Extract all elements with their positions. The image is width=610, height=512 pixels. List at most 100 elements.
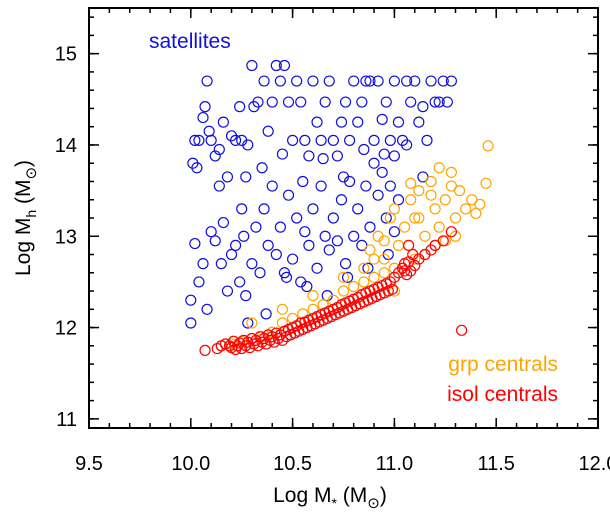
satellites-point: [360, 180, 372, 192]
satellites-point: [274, 221, 286, 233]
grp-centrals-point: [392, 239, 405, 251]
grp-centrals-point: [460, 203, 472, 215]
satellites-point: [287, 253, 299, 265]
isol-centrals-point: [250, 334, 262, 346]
grp-centrals-point: [413, 212, 425, 224]
tick-labels: 9.5 10.0 10.5 11.0 11.5 12.0 11 12 13 14 15: [55, 44, 610, 475]
satellites-point: [317, 153, 329, 165]
satellites-point: [209, 235, 221, 247]
satellites-label: satellites: [149, 30, 231, 53]
satellites-point: [380, 96, 392, 108]
grp-centrals-point: [419, 230, 431, 242]
satellites-point: [339, 258, 352, 270]
satellites-point: [229, 134, 242, 146]
grp-centrals-point: [405, 177, 417, 189]
satellites-point: [323, 75, 335, 87]
satellites-point: [392, 194, 405, 206]
satellites-point: [197, 111, 209, 124]
grp-centrals-label: grp centrals: [448, 353, 558, 376]
satellites-point: [278, 59, 291, 72]
x-tick-label: 11.5: [477, 453, 514, 475]
grp-centrals-point: [405, 194, 417, 206]
grp-centrals-point: [246, 317, 258, 329]
scatter-points: [185, 59, 494, 356]
satellites-point: [280, 271, 293, 283]
grp-centrals-point: [425, 175, 437, 188]
grp-centrals-point: [474, 198, 486, 210]
satellites-point: [291, 212, 303, 224]
satellites-point: [307, 203, 319, 215]
satellites-point: [287, 134, 299, 146]
satellites-point: [344, 134, 356, 146]
satellites-point: [323, 244, 335, 256]
satellites-point: [315, 180, 327, 192]
satellites-point: [270, 59, 282, 72]
satellites-point: [319, 230, 331, 242]
satellites-point: [185, 294, 197, 306]
grp-centrals-point: [307, 290, 319, 302]
satellites-point: [358, 143, 370, 156]
satellites-point: [303, 239, 315, 251]
satellites-point: [262, 125, 274, 137]
satellites-point: [335, 194, 348, 206]
y-tick-label: 12: [55, 318, 77, 340]
isol-centrals-point: [266, 331, 278, 343]
satellites-point: [258, 75, 270, 87]
satellites-point: [364, 75, 376, 87]
satellites-point: [266, 96, 278, 108]
isol-centrals-point: [445, 226, 458, 238]
satellites-point: [234, 101, 246, 113]
satellites-point: [193, 276, 205, 288]
grp-centrals-point: [384, 212, 396, 224]
satellites-point: [229, 239, 242, 251]
tick-marks: [88, 8, 599, 428]
grp-centrals-point: [433, 162, 445, 174]
satellites-point: [240, 290, 252, 302]
satellites-point: [311, 116, 323, 128]
satellites-point: [240, 171, 252, 183]
satellites-point: [282, 96, 295, 108]
satellites-point: [193, 134, 205, 146]
grp-centrals-point: [276, 303, 289, 315]
satellites-point: [246, 258, 258, 270]
satellites-point: [378, 148, 390, 160]
isol-centrals-point: [437, 235, 449, 247]
satellites-point: [282, 189, 295, 201]
isol-centrals-point: [386, 283, 398, 295]
satellites-point: [335, 116, 348, 128]
satellites-point: [364, 221, 376, 233]
grp-centrals-point: [409, 212, 421, 224]
grp-centrals-point: [388, 203, 400, 215]
satellites-point: [299, 134, 311, 146]
grp-centrals-point: [337, 271, 350, 283]
grp-centrals-point: [378, 253, 390, 265]
satellites-point: [331, 150, 343, 162]
y-tick-label: 11: [56, 409, 77, 431]
satellites-point: [327, 134, 339, 146]
satellites-point: [441, 96, 453, 108]
satellites-point: [372, 189, 384, 201]
satellites-point: [417, 101, 429, 113]
satellites-point: [238, 230, 250, 242]
satellites-point: [225, 248, 238, 261]
satellites-point: [270, 248, 282, 261]
satellites-point: [242, 139, 254, 151]
grp-centrals-point: [480, 177, 492, 189]
y-tick-label: 14: [55, 135, 77, 157]
grp-centrals-point: [413, 185, 425, 197]
satellites-point: [376, 166, 388, 178]
satellites-point: [236, 203, 248, 215]
satellites-point: [380, 212, 392, 224]
satellites-point: [262, 239, 274, 251]
satellites-point: [352, 116, 364, 128]
satellites-point: [368, 157, 380, 169]
satellites-point: [217, 216, 229, 229]
isol-centrals-point: [409, 259, 421, 272]
satellites-point: [311, 262, 323, 274]
grp-centrals-point: [378, 235, 390, 247]
x-tick-label: 10.5: [273, 453, 312, 475]
satellites-point: [433, 96, 445, 108]
grp-centrals-point: [368, 253, 380, 265]
satellites-point: [384, 180, 396, 192]
satellites-point: [352, 203, 364, 215]
